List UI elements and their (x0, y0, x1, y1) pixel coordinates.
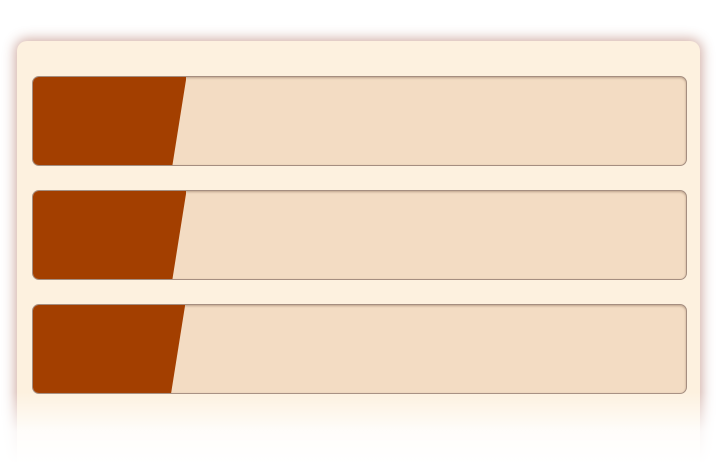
progress-bar-list (32, 76, 687, 394)
progress-bar-3 (32, 304, 687, 394)
progress-bar-2 (32, 190, 687, 280)
progress-fill-1 (33, 77, 186, 165)
progress-panel (17, 41, 700, 464)
progress-bar-1 (32, 76, 687, 166)
progress-fill-3 (33, 305, 185, 393)
progress-fill-2 (33, 191, 186, 279)
